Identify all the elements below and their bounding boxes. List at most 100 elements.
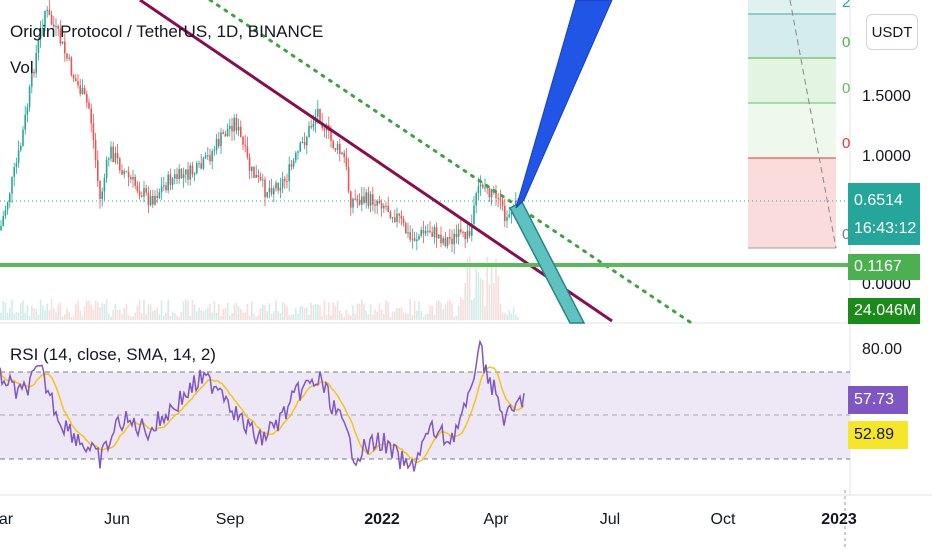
volume-bar <box>501 312 504 320</box>
volume-bar <box>94 300 97 320</box>
volume-bar <box>222 308 224 320</box>
volume-bar <box>394 311 396 320</box>
candle-body <box>266 192 268 198</box>
bar-countdown: 16:43:12 <box>854 220 917 237</box>
volume-bar <box>292 314 295 320</box>
rsi-label[interactable]: RSI (14, close, SMA, 14, 2) <box>10 345 216 364</box>
currency-button[interactable]: USDT <box>866 14 918 50</box>
candle-body <box>154 195 156 205</box>
volume-bar <box>75 303 77 320</box>
volume-bar <box>515 314 517 320</box>
volume-bar <box>185 299 187 320</box>
volume-bar <box>257 314 260 320</box>
volume-bar <box>482 279 484 320</box>
volume-bar <box>517 316 519 320</box>
volume-bar <box>108 313 110 320</box>
volume-bar <box>200 310 202 320</box>
volume-bar <box>44 310 46 320</box>
volume-bar <box>301 306 304 320</box>
candle-body <box>68 57 70 59</box>
time-axis-label: Jun <box>104 511 130 528</box>
volume-bar <box>497 276 499 320</box>
volume-bar <box>468 256 471 320</box>
volume-bar <box>24 312 26 320</box>
volume-bar <box>460 297 462 320</box>
candle-body <box>143 188 145 197</box>
candle-body <box>462 231 464 233</box>
candle-body <box>79 85 81 94</box>
trendline-dotted[interactable] <box>208 0 692 324</box>
volume-bar <box>378 302 381 320</box>
candle-body <box>424 230 427 234</box>
volume-bar <box>336 300 339 320</box>
symbol-title[interactable]: Origin Protocol / TetherUS, 1D, BINANCE <box>10 22 324 41</box>
volume-bar <box>319 305 321 320</box>
volume-bar <box>0 312 2 320</box>
volume-bar <box>103 304 106 320</box>
volume-bar <box>26 305 29 320</box>
projection-up-wedge[interactable] <box>515 0 613 209</box>
volume-bar <box>50 299 53 320</box>
volume-bar <box>413 301 416 320</box>
candle-body <box>114 153 117 163</box>
volume-bar <box>255 316 257 320</box>
candle-body <box>160 186 163 193</box>
candle-body <box>490 189 493 198</box>
volume-bar <box>92 309 95 320</box>
volume-bar <box>290 314 293 320</box>
volume-bar <box>306 307 308 320</box>
volume-bar <box>402 312 405 320</box>
volume-bar <box>268 303 271 320</box>
candle-body <box>506 217 508 221</box>
rsi-sma-tag: 52.89 <box>848 421 908 449</box>
volume-bar <box>31 305 33 320</box>
candle-body <box>121 169 123 175</box>
candle-body <box>398 213 400 216</box>
volume-bar <box>209 303 211 320</box>
volume-bar <box>134 312 136 320</box>
candle-body <box>220 132 222 147</box>
candle-body <box>372 194 374 205</box>
volume-bar <box>295 308 297 320</box>
candle-body <box>53 24 55 27</box>
volume-bar <box>242 312 244 320</box>
candle-body <box>178 168 180 180</box>
candle-body <box>180 168 183 179</box>
candle-body <box>147 192 150 206</box>
support-price-tag: 0.1167 <box>848 254 920 280</box>
time-axis-label: ar <box>0 511 14 528</box>
volume-bar <box>449 300 451 320</box>
candle-body <box>488 188 491 198</box>
volume-bar <box>429 305 431 320</box>
volume-bar <box>158 314 161 320</box>
candle-body <box>418 235 420 240</box>
volume-bar <box>246 303 249 320</box>
candle-body <box>251 166 253 171</box>
candle-body <box>449 237 451 239</box>
candle-body <box>90 108 92 124</box>
candle-body <box>101 191 103 200</box>
price-axis-label: 1.0000 <box>862 148 911 165</box>
candle-body <box>510 212 513 215</box>
candle-body <box>97 160 99 181</box>
trendline-descending[interactable] <box>139 0 613 323</box>
fib-label: 0 <box>842 80 851 97</box>
candle-body <box>339 144 341 154</box>
candle-body <box>319 108 321 123</box>
last-price-value: 0.6514 <box>854 192 903 209</box>
volume-bar <box>39 299 42 320</box>
candle-body <box>446 237 449 247</box>
volume-bar <box>187 300 189 320</box>
candle-body <box>482 184 484 188</box>
candle-body <box>396 213 398 223</box>
candle-body <box>136 185 139 192</box>
candle-body <box>145 188 147 193</box>
volume-bar <box>343 316 345 320</box>
candle-body <box>358 200 361 205</box>
volume-bar <box>253 313 255 320</box>
candle-body <box>468 230 471 236</box>
volume-bar <box>143 299 145 320</box>
projection-down-wedge[interactable] <box>508 200 586 324</box>
candle-body <box>28 86 31 108</box>
